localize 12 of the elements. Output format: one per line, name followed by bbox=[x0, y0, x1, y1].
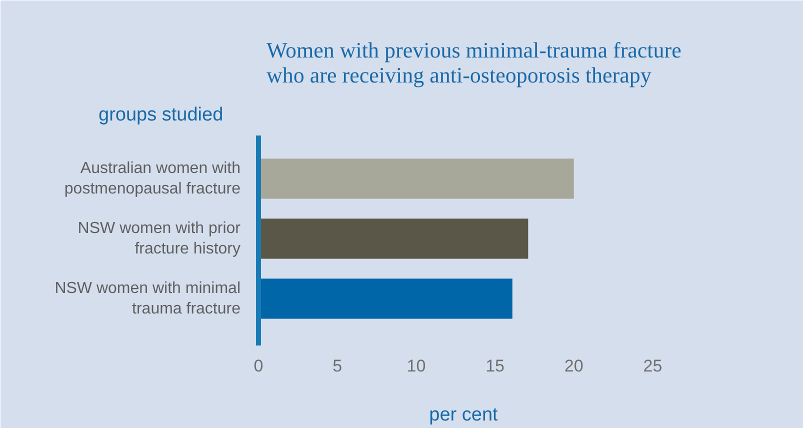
x-tick-label: 10 bbox=[406, 356, 426, 376]
y-tick-label: Australian women with postmenopausal fracture bbox=[64, 160, 241, 198]
y-tick-label: NSW women with prior fracture history bbox=[78, 220, 242, 258]
x-tick-label: 5 bbox=[332, 356, 342, 376]
x-axis-title: per cent bbox=[429, 404, 499, 426]
x-tick-label: 15 bbox=[486, 356, 505, 376]
x-tick-label: 25 bbox=[643, 356, 662, 376]
y-tick-label: NSW women with minimal trauma fracture bbox=[54, 280, 241, 318]
x-tick-label: 0 bbox=[254, 356, 264, 376]
x-tick-label: 20 bbox=[564, 356, 584, 376]
y-axis-title: groups studied bbox=[98, 104, 224, 126]
chart-title: Women with previous minimal-trauma fracture who are receiving anti-osteoporosis therapy bbox=[266, 38, 682, 88]
